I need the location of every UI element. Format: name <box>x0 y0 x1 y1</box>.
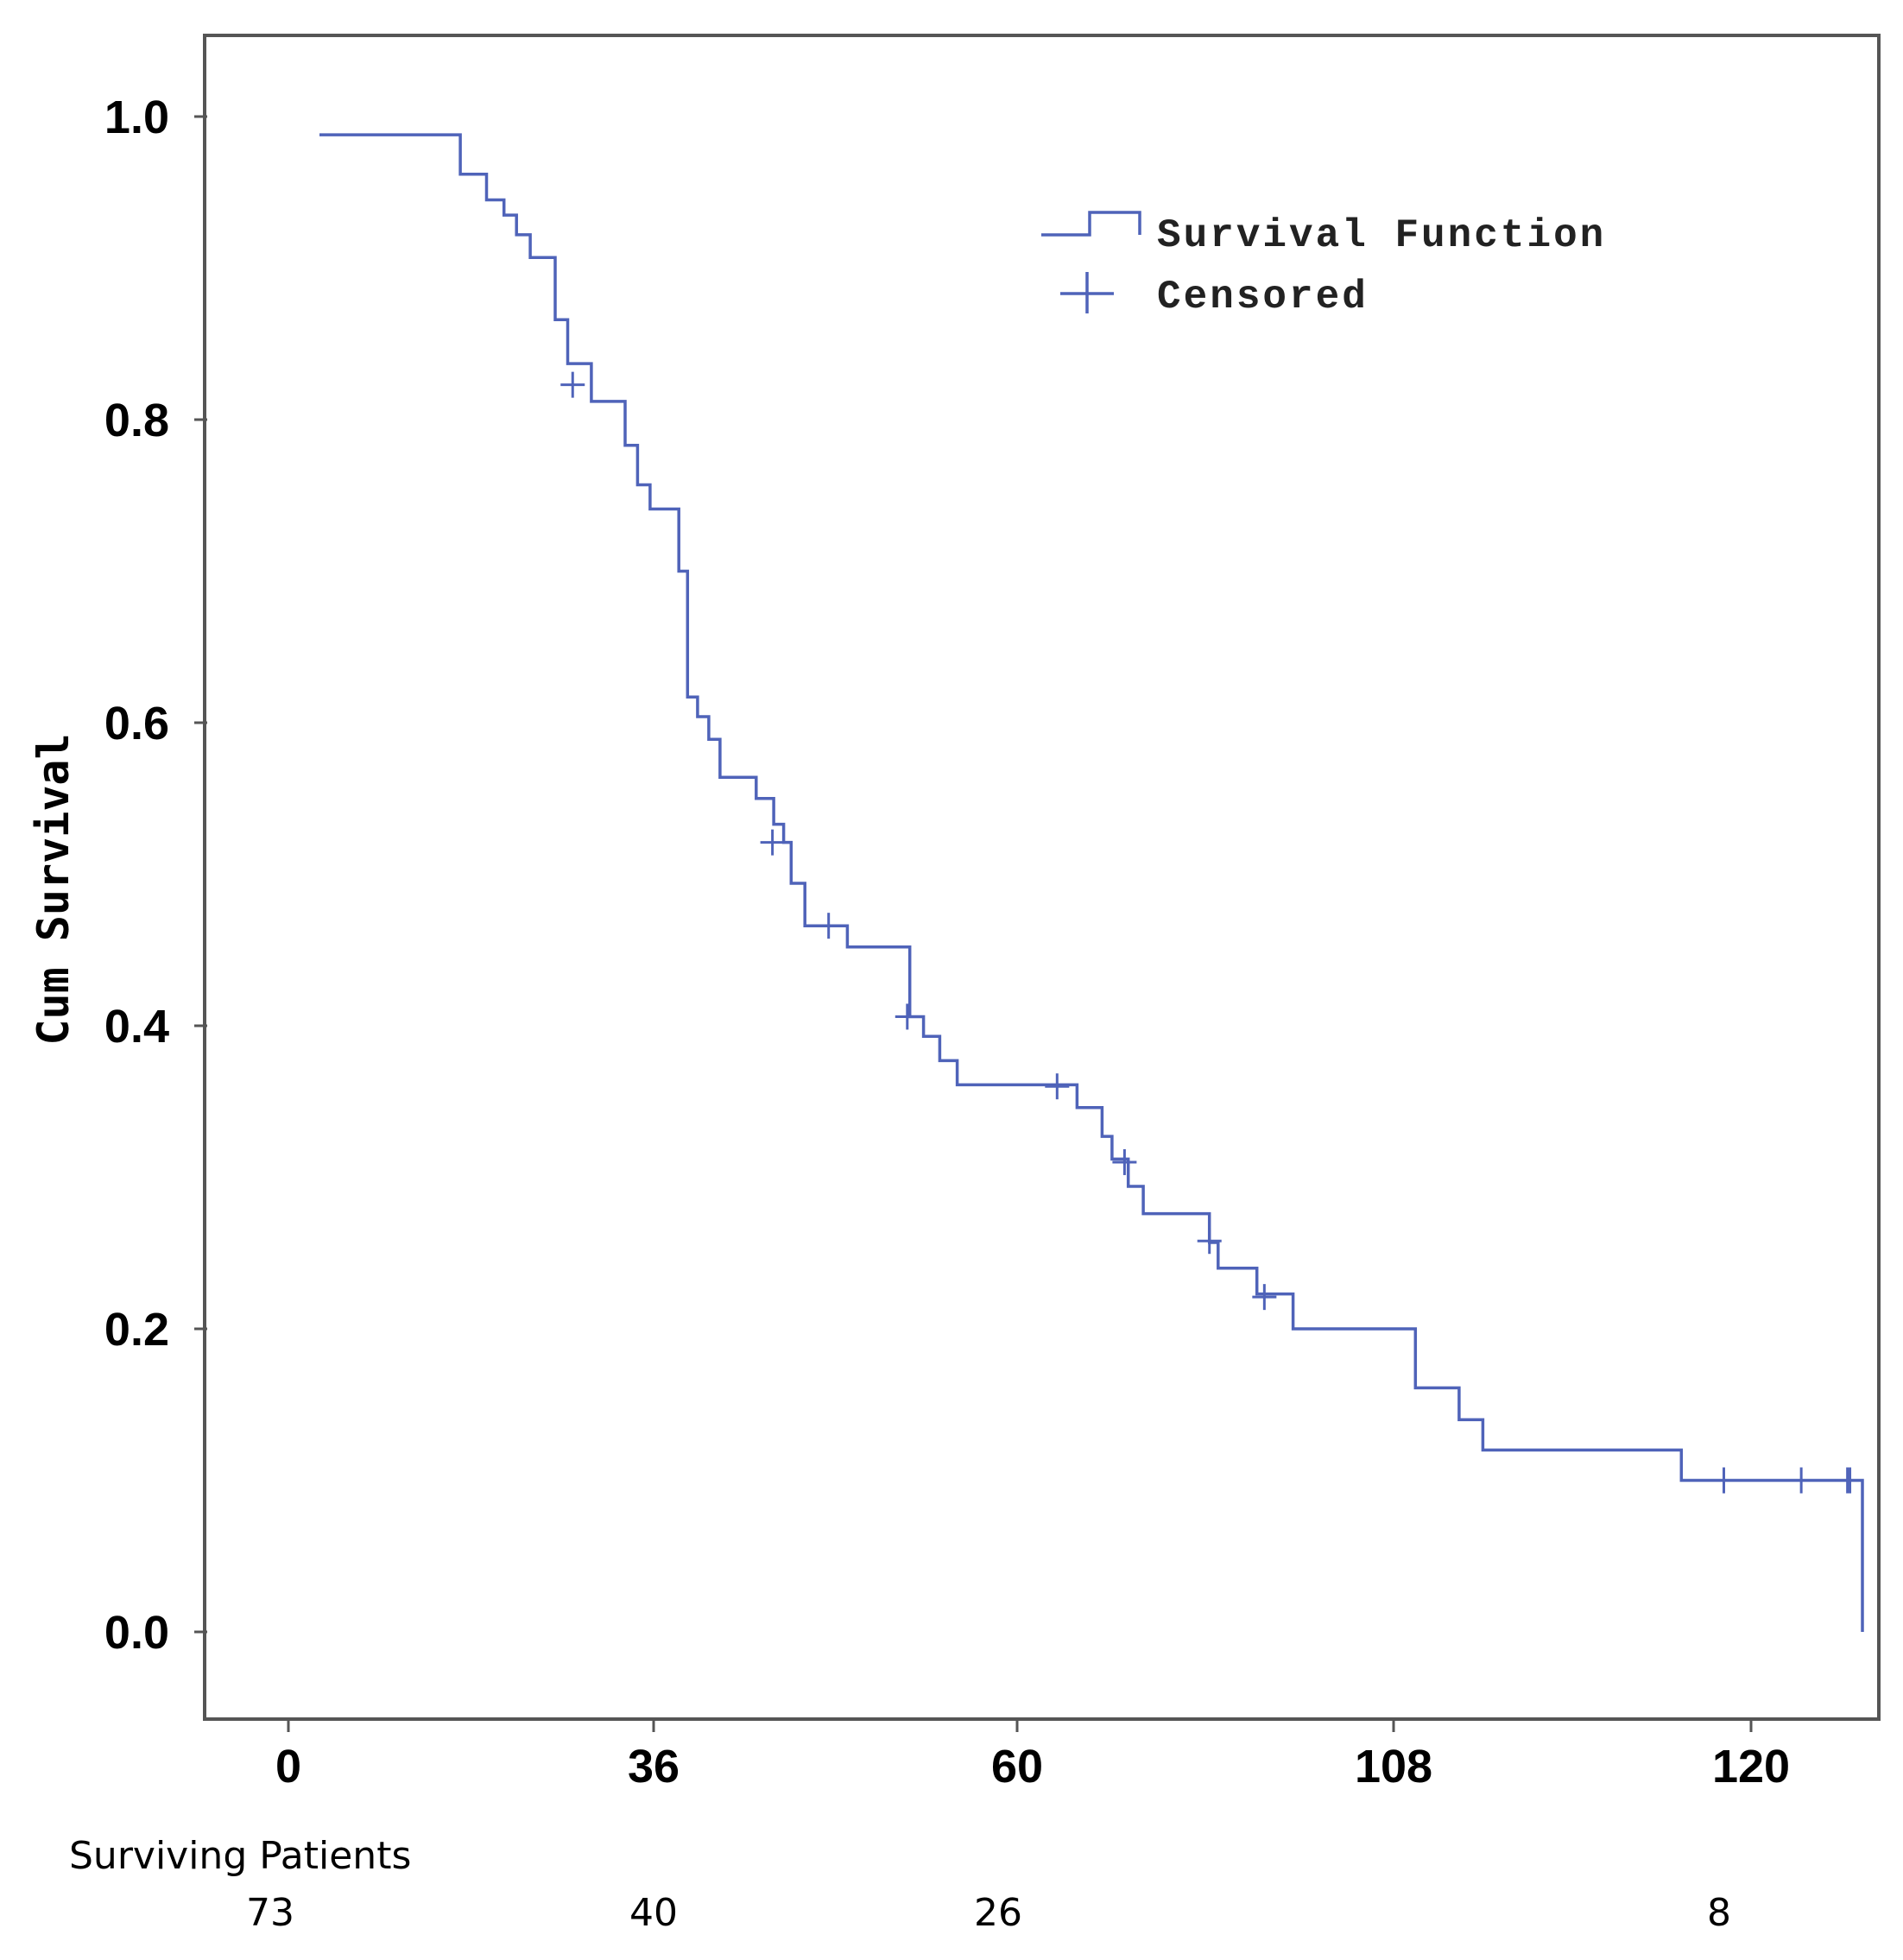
censored-mark <box>1045 1073 1070 1100</box>
y-tick-label: 0.2 <box>104 1304 169 1356</box>
risk-table-value: 73 <box>246 1891 294 1935</box>
legend: Survival Function Censored <box>1041 211 1606 319</box>
y-tick-label: 1.0 <box>104 92 169 143</box>
censored-mark <box>560 371 585 398</box>
censored-mark <box>1197 1228 1222 1255</box>
x-tick-label: 60 <box>991 1741 1043 1792</box>
plot-frame <box>203 34 1881 1721</box>
y-tick-label: 0.4 <box>104 1001 169 1053</box>
censored-mark <box>1789 1467 1814 1494</box>
censored-mark <box>816 913 841 939</box>
y-axis: 0.0 0.2 0.4 0.6 0.8 1.0 <box>104 92 207 1659</box>
survival-function-line <box>319 133 1864 1632</box>
legend-survival-label: Survival Function <box>1157 213 1606 258</box>
risk-table-value: 26 <box>974 1891 1022 1935</box>
censored-mark <box>1112 1148 1137 1175</box>
censored-mark <box>1711 1467 1736 1494</box>
y-axis-title: Cum Survival <box>28 733 79 1045</box>
y-tick-label: 0.0 <box>104 1607 169 1659</box>
x-axis: 0 36 60 108 120 <box>275 1719 1790 1792</box>
legend-survival-swatch <box>1041 211 1141 237</box>
legend-censored-label: Censored <box>1157 275 1369 319</box>
x-tick-label: 36 <box>628 1741 680 1792</box>
censored-mark <box>895 1003 920 1030</box>
x-tick-label: 108 <box>1355 1741 1432 1792</box>
y-tick-label: 0.8 <box>104 395 169 446</box>
x-tick-label: 120 <box>1712 1741 1790 1792</box>
risk-table-value: 40 <box>629 1891 678 1935</box>
censored-mark <box>1837 1467 1862 1494</box>
y-tick-label: 0.6 <box>104 698 169 749</box>
censored-mark <box>1252 1284 1277 1311</box>
censored-marks <box>560 371 1862 1494</box>
risk-table-value: 8 <box>1707 1891 1731 1935</box>
risk-table-title: Surviving Patients <box>69 1834 411 1878</box>
risk-table-values: 73 40 26 8 <box>246 1891 1731 1935</box>
censored-mark <box>760 829 785 856</box>
x-tick-label: 0 <box>275 1741 301 1792</box>
